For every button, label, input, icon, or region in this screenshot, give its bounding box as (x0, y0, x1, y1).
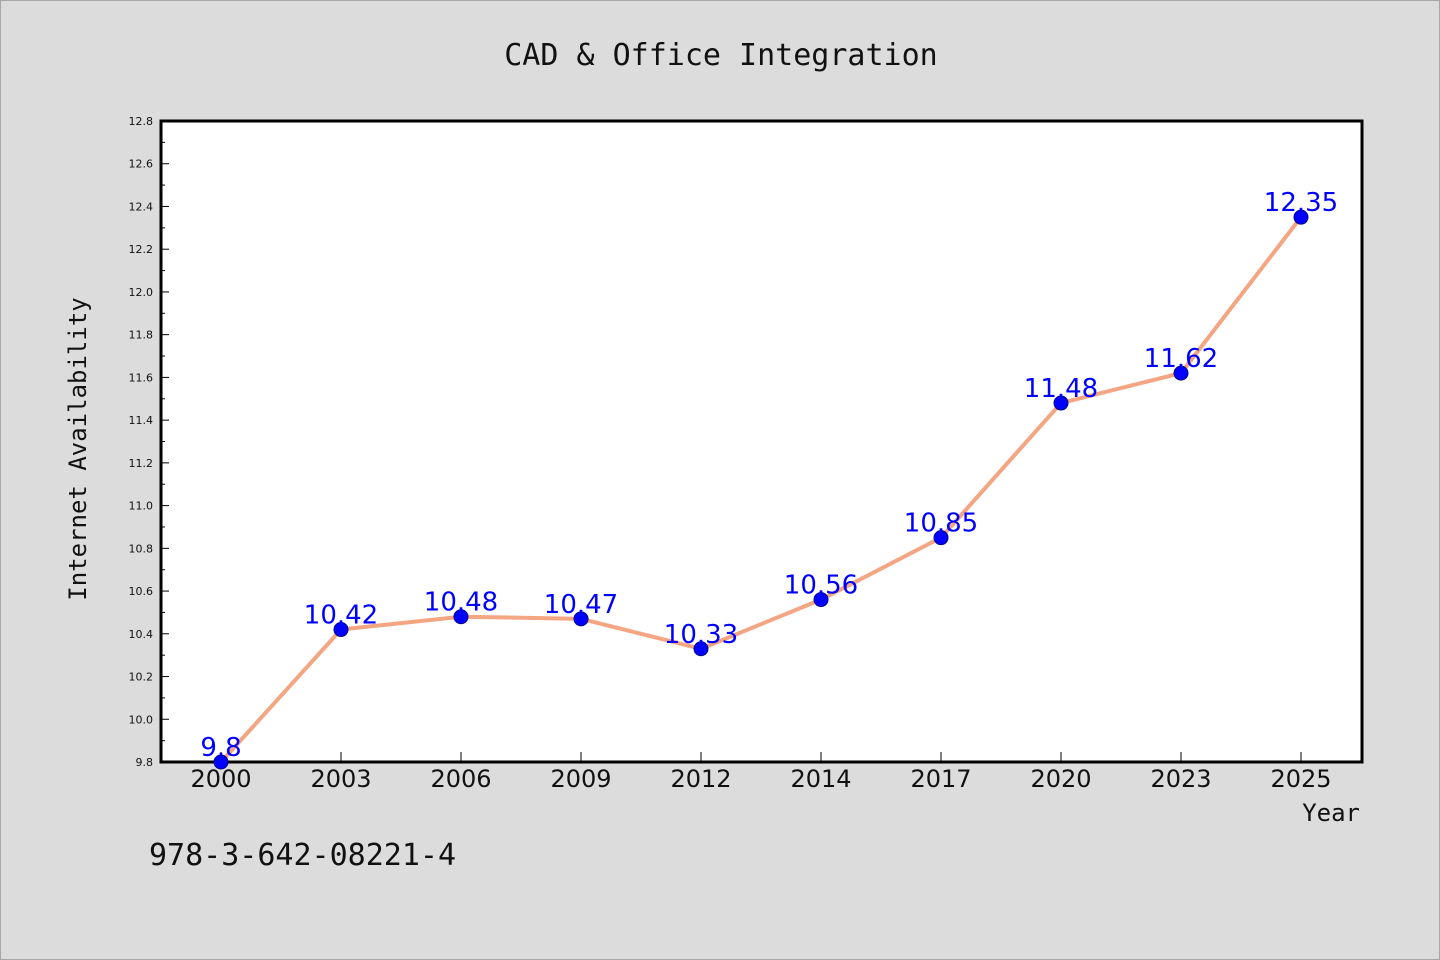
data-label: 10.42 (304, 601, 378, 631)
data-point (1293, 209, 1309, 225)
y-tick-label: 12.4 (129, 200, 154, 213)
y-tick-label: 12.2 (129, 243, 154, 256)
data-label: 10.48 (424, 588, 498, 618)
y-tick-label: 10.2 (129, 671, 154, 684)
y-tick-label: 11.6 (129, 371, 154, 384)
plot-area (159, 119, 1364, 764)
x-tick-label: 2003 (310, 765, 371, 793)
data-label: 11.48 (1024, 374, 1098, 404)
x-axis-label: Year (1302, 799, 1360, 827)
x-tick-label: 2006 (430, 765, 491, 793)
y-tick-label: 10.0 (129, 713, 154, 726)
data-point (333, 622, 349, 638)
data-point (813, 592, 829, 608)
x-tick-label: 2025 (1270, 765, 1331, 793)
y-tick-label: 10.8 (129, 542, 154, 555)
data-point (1173, 365, 1189, 381)
data-label: 10.85 (904, 509, 978, 539)
data-label: 9.8 (200, 733, 241, 763)
y-tick-label: 12.6 (129, 158, 154, 171)
data-labels: 9.8 10.42 10.48 10.47 10.33 10.56 10.85 11.48 11… (200, 188, 1338, 763)
y-axis: 9.8 10.0 10.2 10.4 10.6 10.8 11.0 11.2 11.4 11.6 1… (129, 115, 169, 769)
chart-title: CAD & Office Integration (504, 38, 937, 73)
y-tick-label: 9.8 (136, 756, 154, 769)
x-tick-label: 2020 (1030, 765, 1091, 793)
data-label: 12.35 (1264, 188, 1338, 218)
series-line (219, 215, 1303, 764)
data-point (573, 611, 589, 627)
data-point (1053, 395, 1069, 411)
x-tick-label: 2023 (1150, 765, 1211, 793)
y-tick-label: 12.0 (129, 286, 154, 299)
series-layer (213, 209, 1309, 770)
data-point (213, 754, 229, 770)
y-tick-label: 11.2 (129, 457, 154, 470)
x-tick-label: 2009 (550, 765, 611, 793)
y-tick-label: 11.0 (129, 500, 154, 513)
x-tick-label: 2017 (910, 765, 971, 793)
y-tick-label: 10.4 (129, 628, 154, 641)
data-label: 11.62 (1144, 344, 1218, 374)
data-point (453, 609, 469, 625)
data-point (693, 641, 709, 657)
y-tick-label: 11.4 (129, 414, 154, 427)
data-label: 10.33 (664, 620, 738, 650)
y-axis-label: Internet Availability (64, 297, 92, 600)
y-tick-label: 10.6 (129, 585, 154, 598)
data-label: 10.56 (784, 571, 858, 601)
isbn-text: 978-3-642-08221-4 (149, 838, 456, 873)
y-tick-label: 12.8 (129, 115, 154, 128)
x-tick-label: 2014 (790, 765, 851, 793)
x-tick-label: 2012 (670, 765, 731, 793)
y-tick-label: 11.8 (129, 329, 154, 342)
data-label: 10.47 (544, 590, 618, 620)
x-tick-label: 2000 (190, 765, 251, 793)
data-point (933, 530, 949, 546)
x-axis: 2000 2003 2006 2009 2012 2014 2017 2020 2023 2025 (190, 752, 1332, 793)
